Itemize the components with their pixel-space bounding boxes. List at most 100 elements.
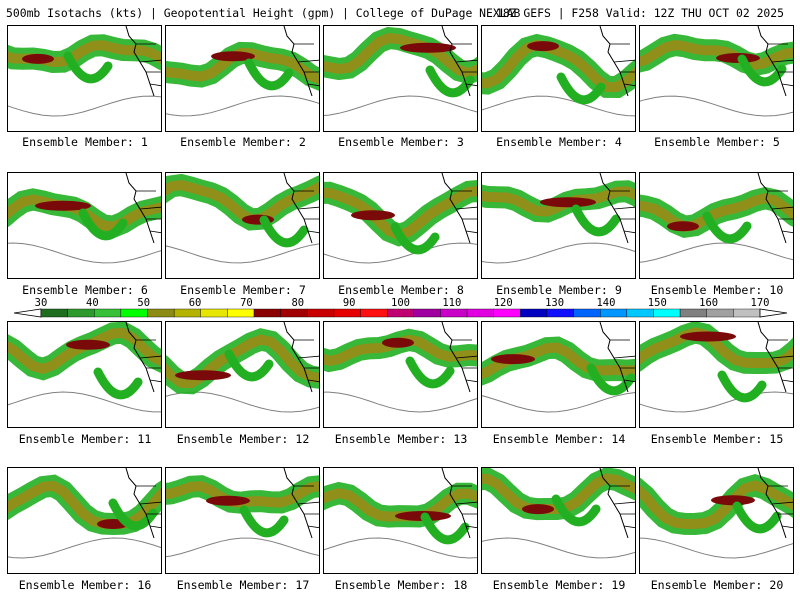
map-graphic — [324, 322, 477, 413]
state-borders — [452, 339, 477, 383]
state-borders — [136, 190, 161, 234]
coastline — [125, 322, 155, 393]
coastline — [599, 173, 629, 244]
jet-branch — [732, 501, 782, 534]
colorbar-swatch — [546, 308, 574, 318]
state-borders — [452, 485, 477, 529]
ensemble-map-panel — [481, 172, 636, 279]
colorbar-swatch — [653, 308, 681, 318]
map-graphic — [482, 468, 635, 559]
state-borders — [136, 43, 161, 87]
jet-branch — [556, 72, 606, 105]
coastline — [757, 173, 787, 244]
jet-branch — [390, 222, 440, 255]
jet-core — [175, 370, 231, 381]
map-graphic — [482, 322, 635, 413]
map-graphic — [324, 26, 477, 117]
jet-band-mid — [640, 327, 793, 368]
height-contour — [640, 242, 793, 263]
jet-core — [711, 495, 755, 506]
colorbar-swatch — [120, 308, 148, 318]
jet-branch — [420, 512, 470, 545]
ensemble-member-label: Ensemble Member: 1 — [22, 135, 148, 149]
state-borders — [294, 339, 319, 383]
colorbar-tick-label: 90 — [342, 297, 356, 309]
colorbar-tick-label: 100 — [391, 297, 410, 309]
height-contour — [482, 242, 635, 264]
colorbar-swatch — [706, 308, 734, 318]
ensemble-member-label: Ensemble Member: 8 — [338, 283, 464, 297]
colorbar-high-arrow — [759, 308, 788, 318]
map-graphic — [166, 173, 319, 264]
colorbar-tick-label: 170 — [750, 297, 770, 309]
state-borders — [610, 190, 635, 234]
colorbar-tick-label: 50 — [137, 297, 151, 309]
colorbar-swatch — [173, 308, 201, 318]
colorbar-swatch — [227, 308, 255, 318]
ensemble-map-panel — [165, 321, 320, 428]
state-borders — [136, 485, 161, 529]
coastline — [283, 26, 313, 97]
ensemble-member-label: Ensemble Member: 5 — [654, 135, 780, 149]
ensemble-map-panel — [323, 321, 478, 428]
height-contour — [324, 391, 477, 413]
state-borders — [294, 190, 319, 234]
coastline — [441, 468, 471, 539]
jet-band-mid — [640, 39, 793, 71]
height-contour — [324, 537, 477, 559]
colorbar-tick-label: 80 — [291, 297, 305, 309]
map-graphic — [482, 26, 635, 117]
coastline — [283, 322, 313, 393]
jet-band-mid — [640, 480, 793, 530]
jet-band-mid — [166, 334, 319, 389]
jet-branch — [571, 204, 621, 237]
chart-header: 500mb Isotachs (kts) | Geopotential Heig… — [0, 0, 800, 24]
jet-branch — [108, 498, 158, 531]
colorbar-tick-label: 110 — [442, 297, 462, 309]
height-contour — [166, 537, 319, 558]
height-contour — [640, 537, 793, 559]
colorbar-swatch — [440, 308, 468, 318]
colorbar-swatch — [280, 308, 308, 318]
jet-branch — [717, 370, 767, 403]
colorbar-swatch — [413, 308, 441, 318]
ensemble-map-panel — [481, 467, 636, 574]
colorbar-tick-label: 40 — [86, 297, 99, 309]
ensemble-map-panel — [7, 321, 162, 428]
coastline — [125, 26, 155, 97]
jet-core — [400, 42, 456, 53]
ensemble-map-panel — [7, 172, 162, 279]
jet-band-mid — [640, 193, 793, 232]
colorbar-swatch — [67, 308, 95, 318]
map-graphic — [640, 173, 793, 263]
coastline — [125, 468, 155, 539]
ensemble-map-panel — [481, 25, 636, 132]
map-graphic — [166, 322, 319, 413]
jet-band-mid — [324, 186, 477, 241]
ensemble-member-label: Ensemble Member: 11 — [18, 432, 152, 446]
jet-branch — [63, 51, 113, 84]
jet-band-mid — [482, 40, 635, 93]
map-graphic — [482, 173, 635, 264]
header-title: 500mb Isotachs (kts) | Geopotential Heig… — [6, 6, 521, 20]
map-graphic — [640, 26, 793, 117]
ensemble-member-label: Ensemble Member: 18 — [334, 578, 468, 592]
height-contour — [482, 392, 635, 413]
jet-core — [66, 339, 110, 350]
coastline — [283, 173, 313, 244]
ensemble-member-label: Ensemble Member: 2 — [180, 135, 306, 149]
colorbar-swatch — [333, 308, 361, 318]
map-graphic — [8, 173, 161, 264]
height-contour — [482, 95, 635, 117]
jet-branch — [78, 208, 128, 241]
jet-branch — [93, 367, 143, 400]
colorbar-swatch — [573, 308, 601, 318]
jet-branch — [239, 505, 289, 538]
colorbar-tick-label: 60 — [188, 297, 202, 309]
state-borders — [452, 190, 477, 234]
jet-branch — [702, 211, 752, 244]
state-borders — [136, 339, 161, 383]
state-borders — [294, 43, 319, 87]
map-graphic — [8, 322, 161, 413]
coastline — [441, 322, 471, 393]
